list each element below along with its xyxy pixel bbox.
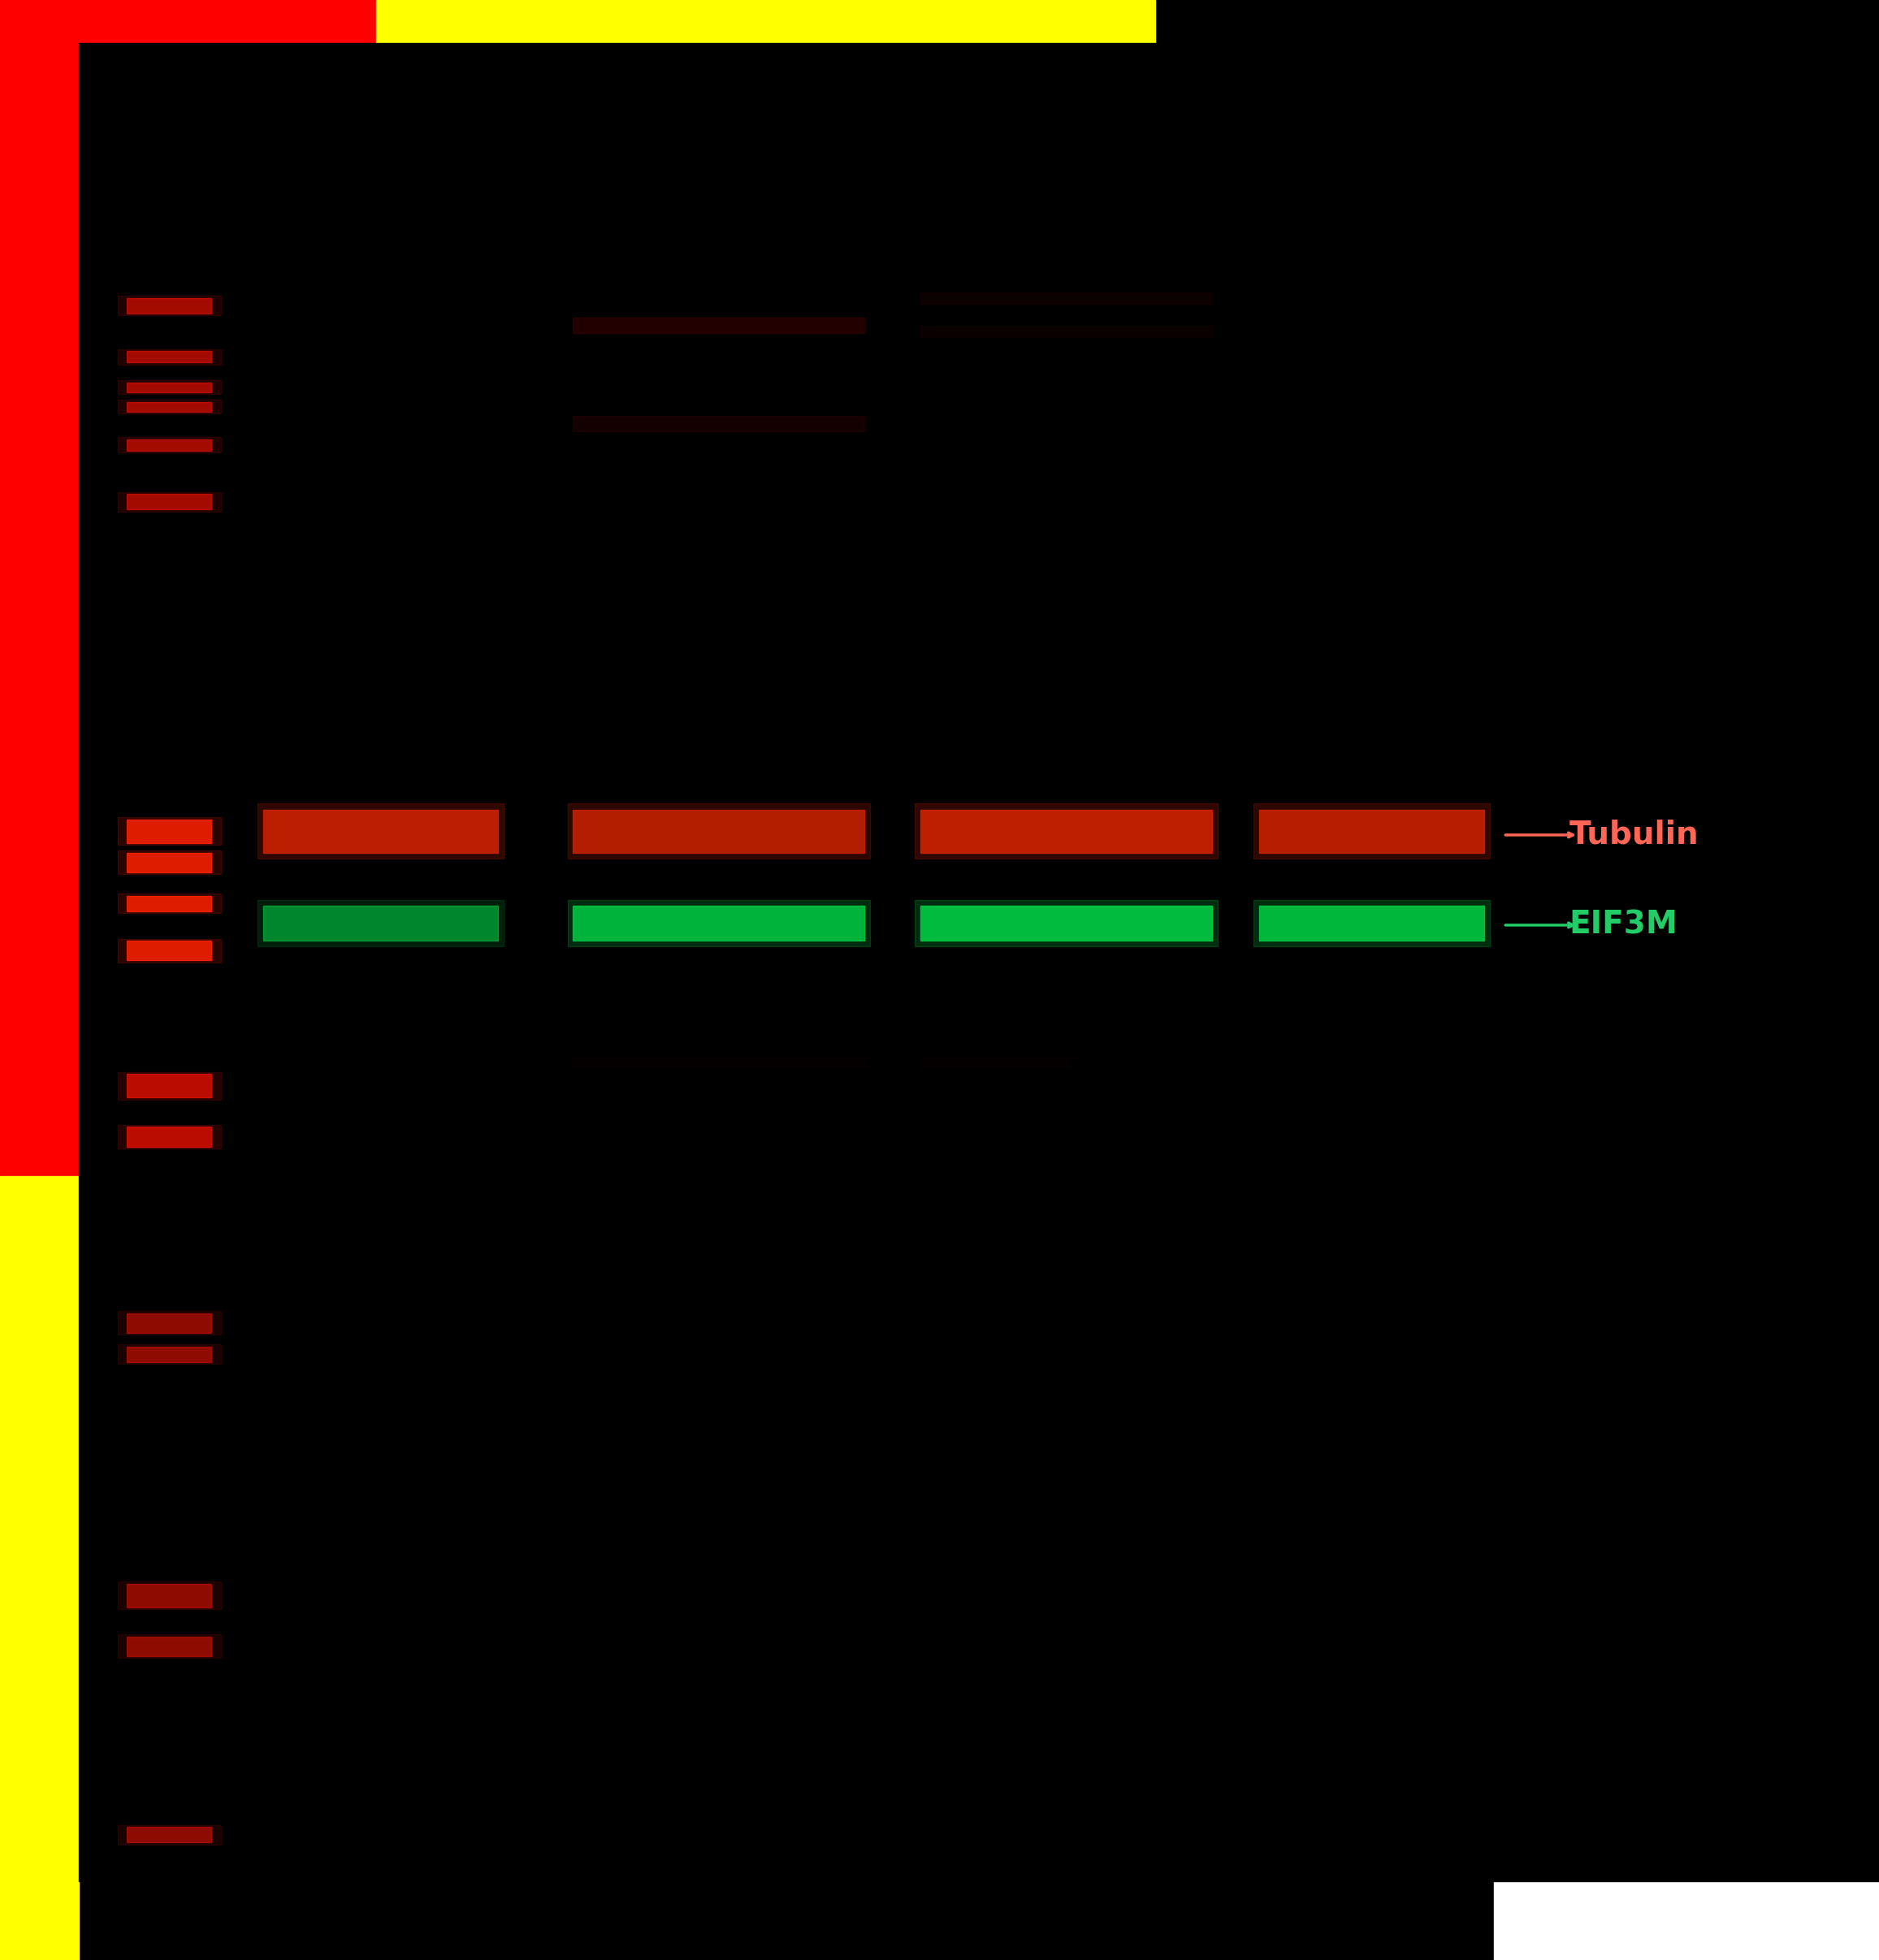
Bar: [573, 318, 864, 333]
Bar: [921, 325, 1212, 337]
Bar: [257, 900, 504, 947]
Bar: [126, 941, 210, 960]
Bar: [376, 0, 1156, 43]
Text: EIF3M: EIF3M: [1569, 909, 1678, 941]
Bar: [116, 939, 220, 962]
Bar: [0, 43, 79, 1960]
Bar: [0, 1176, 79, 1960]
Bar: [116, 1311, 220, 1335]
Bar: [116, 1582, 220, 1609]
Bar: [116, 1125, 220, 1149]
Bar: [126, 382, 210, 392]
Bar: [1253, 900, 1490, 947]
Bar: [915, 900, 1218, 947]
Bar: [126, 819, 210, 843]
Bar: [573, 809, 864, 853]
Bar: [573, 1056, 864, 1068]
Bar: [126, 1127, 210, 1147]
Bar: [116, 380, 220, 394]
Bar: [1494, 1098, 1879, 1960]
Bar: [116, 1825, 220, 1844]
Bar: [573, 906, 864, 941]
Bar: [567, 804, 870, 858]
Bar: [263, 906, 498, 941]
Bar: [116, 349, 220, 365]
Bar: [116, 851, 220, 874]
Bar: [126, 1827, 210, 1842]
Bar: [1253, 804, 1490, 858]
Bar: [116, 400, 220, 414]
Bar: [915, 804, 1218, 858]
Bar: [126, 1584, 210, 1607]
Bar: [921, 906, 1212, 941]
Bar: [126, 1313, 210, 1333]
Bar: [0, 0, 376, 43]
Bar: [126, 298, 210, 314]
Bar: [116, 894, 220, 913]
Bar: [126, 351, 210, 363]
Bar: [116, 492, 220, 512]
Bar: [126, 1074, 210, 1098]
Bar: [116, 296, 220, 316]
Bar: [126, 402, 210, 412]
Bar: [126, 896, 210, 911]
Bar: [116, 817, 220, 845]
Bar: [921, 809, 1212, 853]
Bar: [116, 437, 220, 453]
Bar: [126, 1637, 210, 1656]
Bar: [1259, 906, 1484, 941]
Bar: [921, 1056, 1071, 1068]
Bar: [116, 1345, 220, 1364]
Bar: [921, 292, 1212, 304]
Bar: [263, 809, 498, 853]
Bar: [126, 1347, 210, 1362]
Bar: [257, 804, 504, 858]
Bar: [116, 1072, 220, 1100]
Bar: [573, 416, 864, 431]
Bar: [126, 494, 210, 510]
Bar: [126, 439, 210, 451]
Bar: [1259, 809, 1484, 853]
Text: Tubulin: Tubulin: [1569, 819, 1699, 851]
Bar: [126, 853, 210, 872]
Bar: [567, 900, 870, 947]
Bar: [116, 1635, 220, 1658]
